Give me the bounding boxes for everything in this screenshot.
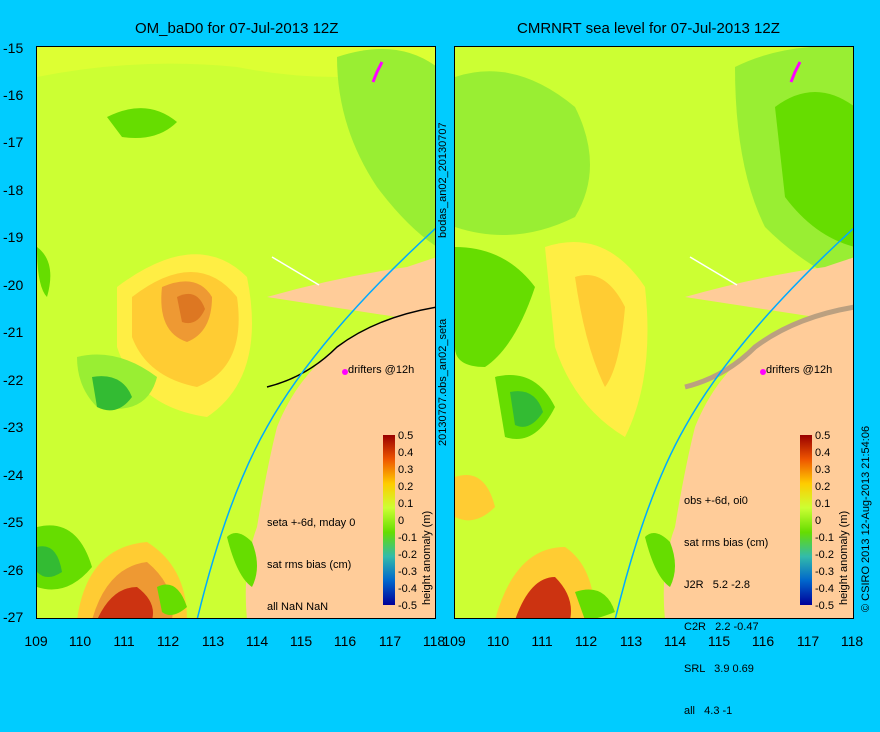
stats-line: seta +-6d, mday 0 <box>267 517 356 529</box>
colorbar-tick: 0 <box>815 515 822 527</box>
stats-line: all NaN NaN <box>267 601 329 613</box>
colorbar-tick: 0.4 <box>398 447 414 459</box>
x-tick-label: 115 <box>289 633 313 649</box>
x-tick-label: 113 <box>619 633 643 649</box>
y-tick-label: -24 <box>3 467 24 483</box>
y-tick-label: -19 <box>3 229 24 245</box>
colorbar-tick: 0.5 <box>815 430 831 442</box>
y-tick-label: -16 <box>3 87 24 103</box>
x-tick-label: 110 <box>486 633 510 649</box>
colorbar-tick: -0.3 <box>815 566 834 578</box>
y-tick-label: -17 <box>3 134 24 150</box>
right-map-title: CMRNRT sea level for 07-Jul-2013 12Z <box>517 20 780 37</box>
x-tick-label: 113 <box>201 633 225 649</box>
colorbar-tick: -0.5 <box>815 600 834 612</box>
left-map-title: OM_baD0 for 07-Jul-2013 12Z <box>135 20 339 37</box>
y-tick-label: -23 <box>3 419 24 435</box>
colorbar-tick: -0.4 <box>398 583 417 595</box>
stats-line: SRL 3.9 0.69 <box>684 663 754 675</box>
x-tick-label: 112 <box>156 633 180 649</box>
colorbar-tick: -0.2 <box>815 549 834 561</box>
stats-line: J2R 5.2 -2.8 <box>684 579 751 591</box>
stats-line: sat rms bias (cm) <box>267 559 352 571</box>
right-drifter-label: drifters @12h <box>766 364 833 376</box>
x-tick-label: 117 <box>378 633 402 649</box>
stats-line: C2R 2.2 -0.47 <box>684 621 759 633</box>
x-tick-label: 115 <box>707 633 731 649</box>
y-tick-label: -27 <box>3 609 24 625</box>
run-label-top: bodas_an02_20130707 <box>437 122 449 238</box>
x-tick-label: 112 <box>574 633 598 649</box>
x-tick-label: 116 <box>751 633 775 649</box>
colorbar-tick: 0.4 <box>815 447 831 459</box>
copyright-label: © CSIRO 2013 12-Aug-2013 21:54:06 <box>860 425 872 612</box>
x-tick-label: 118 <box>422 633 446 649</box>
x-tick-label: 117 <box>796 633 820 649</box>
left-map-panel <box>36 46 436 619</box>
colorbar-tick: 0.1 <box>815 498 831 510</box>
x-tick-label: 114 <box>245 633 269 649</box>
x-tick-label: 110 <box>68 633 92 649</box>
colorbar-tick: 0 <box>398 515 405 527</box>
y-tick-label: -21 <box>3 324 24 340</box>
right-map-field <box>455 47 853 618</box>
x-tick-label: 109 <box>24 633 48 649</box>
left-map-field <box>37 47 435 618</box>
colorbar-tick: -0.3 <box>398 566 417 578</box>
y-tick-label: -25 <box>3 514 24 530</box>
colorbar-tick: 0.5 <box>398 430 414 442</box>
run-label-bottom: 20130707.obs_an02_seta <box>437 318 449 446</box>
y-tick-label: -20 <box>3 277 24 293</box>
colorbar-tick: 0.3 <box>815 464 831 476</box>
y-tick-label: -26 <box>3 562 24 578</box>
y-tick-label: -15 <box>3 40 24 56</box>
colorbar-tick: 0.1 <box>398 498 414 510</box>
colorbar-tick: -0.5 <box>398 600 417 612</box>
colorbar-tick: 0.2 <box>398 481 414 493</box>
right-stats-box: obs +-6d, oi0 sat rms bias (cm) J2R 5.2 … <box>684 466 768 732</box>
colorbar-tick: -0.1 <box>815 532 834 544</box>
left-colorbar <box>383 435 395 605</box>
stats-line: sat rms bias (cm) <box>684 537 769 549</box>
colorbar-tick: 0.2 <box>815 481 831 493</box>
left-stats-box: seta +-6d, mday 0 sat rms bias (cm) all … <box>267 488 355 628</box>
right-map-panel <box>454 46 854 619</box>
stats-line: obs +-6d, oi0 <box>684 495 748 507</box>
x-tick-label: 109 <box>442 633 466 649</box>
colorbar-tick: 0.3 <box>398 464 414 476</box>
x-tick-label: 111 <box>113 633 135 649</box>
right-colorbar <box>800 435 812 605</box>
y-tick-label: -18 <box>3 182 24 198</box>
x-tick-label: 116 <box>333 633 357 649</box>
x-tick-label: 114 <box>663 633 687 649</box>
colorbar-tick: -0.1 <box>398 532 417 544</box>
left-drifter-label: drifters @12h <box>348 364 415 376</box>
y-tick-label: -22 <box>3 372 24 388</box>
colorbar-tick: -0.4 <box>815 583 834 595</box>
colorbar-tick: -0.2 <box>398 549 417 561</box>
x-tick-label: 118 <box>840 633 864 649</box>
right-colorbar-label: height anomaly (m) <box>838 510 850 605</box>
x-tick-label: 111 <box>531 633 553 649</box>
left-colorbar-label: height anomaly (m) <box>421 510 433 605</box>
stats-line: all 4.3 -1 <box>684 705 733 717</box>
